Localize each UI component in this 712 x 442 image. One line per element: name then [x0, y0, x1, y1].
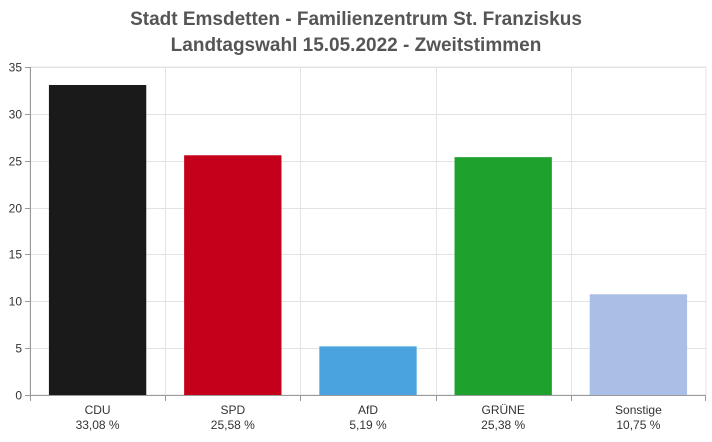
bar-afd [319, 346, 417, 395]
y-tick-label: 20 [9, 202, 23, 216]
category-label: AfD [358, 403, 378, 417]
chart-subtitle: Landtagswahl 15.05.2022 - Zweitstimmen [170, 35, 542, 56]
value-label: 10,75 % [616, 418, 660, 432]
y-tick-label: 10 [9, 295, 23, 309]
category-label: CDU [85, 403, 111, 417]
value-label: 25,38 % [481, 418, 525, 432]
value-label: 5,19 % [349, 418, 387, 432]
category-label: SPD [220, 403, 245, 417]
value-label: 33,08 % [76, 418, 120, 432]
y-tick-label: 35 [9, 61, 23, 75]
category-label: Sonstige [615, 403, 662, 417]
y-tick-label: 15 [9, 248, 23, 262]
bar-grüne [454, 157, 552, 395]
chart-title: Stadt Emsdetten - Familienzentrum St. Fr… [130, 9, 582, 30]
y-tick-label: 25 [9, 155, 23, 169]
value-label: 25,58 % [211, 418, 255, 432]
y-tick-label: 5 [15, 342, 22, 356]
y-tick-label: 0 [15, 389, 22, 403]
bar-sonstige [589, 294, 688, 395]
category-label: GRÜNE [482, 403, 525, 417]
bar-spd [184, 155, 282, 395]
bar-cdu [48, 84, 147, 396]
y-tick-label: 30 [9, 108, 23, 122]
